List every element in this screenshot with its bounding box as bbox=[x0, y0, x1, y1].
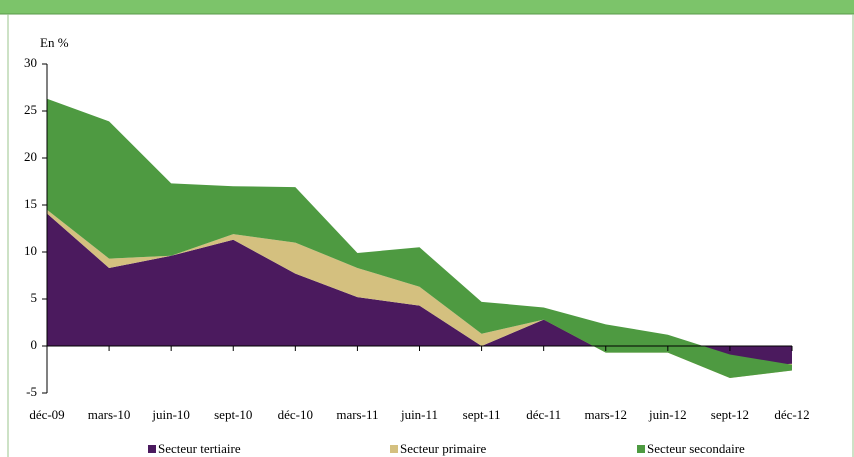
y-tick-label: -5 bbox=[26, 384, 37, 399]
y-axis-label: En % bbox=[40, 35, 69, 50]
x-tick-label: déc-10 bbox=[278, 407, 313, 422]
legend-label: Secteur tertiaire bbox=[158, 441, 241, 456]
header-bar bbox=[0, 0, 854, 14]
x-tick-label: déc-09 bbox=[29, 407, 64, 422]
x-tick-label: mars-12 bbox=[584, 407, 627, 422]
area bbox=[47, 98, 792, 378]
x-tick-label: juin-11 bbox=[400, 407, 438, 422]
x-tick-label: déc-12 bbox=[774, 407, 809, 422]
y-tick-label: 25 bbox=[24, 102, 37, 117]
y-tick-label: 30 bbox=[24, 55, 37, 70]
legend-swatch bbox=[148, 445, 156, 453]
legend-swatch bbox=[390, 445, 398, 453]
legend-swatch bbox=[637, 445, 645, 453]
x-tick-label: juin-10 bbox=[151, 407, 190, 422]
x-tick-label: sept-10 bbox=[214, 407, 252, 422]
legend-label: Secteur secondaire bbox=[647, 441, 745, 456]
x-tick-label: déc-11 bbox=[526, 407, 561, 422]
x-tick-label: sept-11 bbox=[463, 407, 501, 422]
area bbox=[47, 209, 792, 378]
y-tick-label: 5 bbox=[31, 290, 38, 305]
x-tick-label: mars-11 bbox=[336, 407, 378, 422]
x-tick-label: sept-12 bbox=[711, 407, 749, 422]
legend-label: Secteur primaire bbox=[400, 441, 486, 456]
y-tick-label: 15 bbox=[24, 196, 37, 211]
x-tick-label: mars-10 bbox=[88, 407, 131, 422]
area bbox=[47, 213, 792, 366]
y-tick-label: 0 bbox=[31, 337, 38, 352]
areas bbox=[47, 98, 792, 378]
axes: -5 0 5 10 15 20 25 30 déc-09 mars-10 juin-10 sept-1… bbox=[24, 55, 810, 456]
y-tick-label: 20 bbox=[24, 149, 37, 164]
y-tick-label: 10 bbox=[24, 243, 37, 258]
x-tick-label: juin-12 bbox=[648, 407, 687, 422]
